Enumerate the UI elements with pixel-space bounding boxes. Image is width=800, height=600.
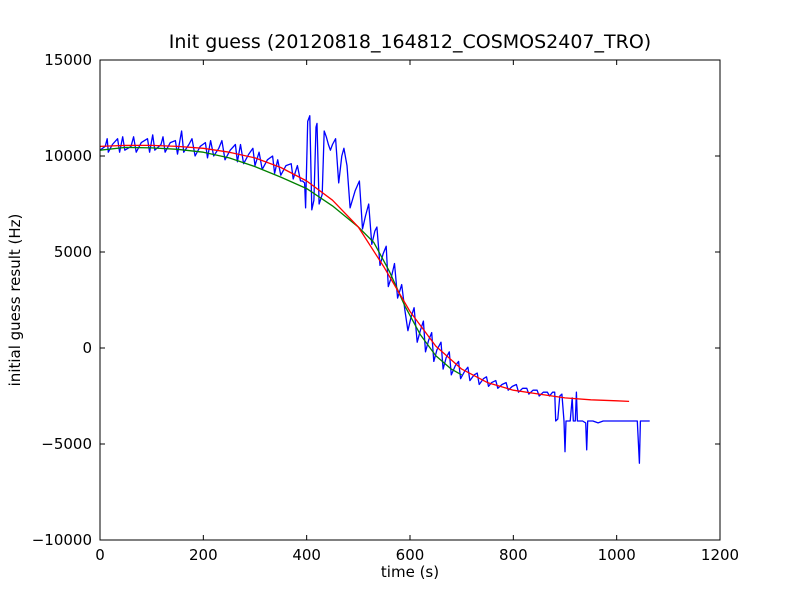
ticks: 0 200 400 600 800 1000 1200 −10000 −5000 0 5000 100… <box>32 51 739 564</box>
series-line-2 <box>99 146 463 376</box>
plot-area <box>99 115 650 464</box>
x-tick-label: 600 <box>396 546 425 564</box>
x-axis-label: time (s) <box>381 563 439 581</box>
y-tick-label: −5000 <box>41 435 92 453</box>
x-tick-label: 400 <box>292 546 321 564</box>
x-tick-label: 0 <box>95 546 105 564</box>
y-tick-label: 0 <box>82 339 92 357</box>
y-tick-label: 15000 <box>44 51 92 69</box>
x-tick-label: 1200 <box>701 546 739 564</box>
y-tick-label: 10000 <box>44 147 92 165</box>
chart-title: Init guess (20120818_164812_COSMOS2407_T… <box>169 31 651 53</box>
series-line-1 <box>99 115 650 464</box>
x-tick-label: 800 <box>499 546 528 564</box>
y-axis-label: initial guess result (Hz) <box>6 214 24 387</box>
y-tick-label: −10000 <box>32 531 92 549</box>
x-tick-label: 1000 <box>598 546 636 564</box>
series-line-3 <box>99 144 630 403</box>
x-tick-label: 200 <box>189 546 218 564</box>
y-tick-label: 5000 <box>54 243 92 261</box>
